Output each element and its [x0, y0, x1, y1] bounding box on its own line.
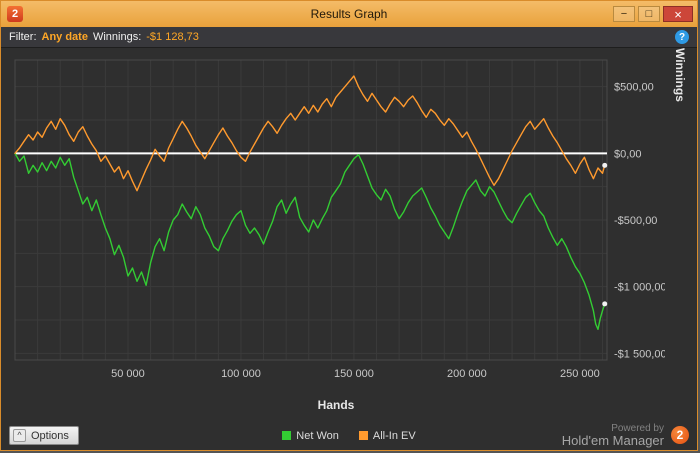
x-axis-label: Hands — [317, 398, 355, 412]
svg-text:-$500,00: -$500,00 — [614, 215, 657, 227]
svg-text:-$1 000,00: -$1 000,00 — [614, 282, 665, 294]
svg-text:-$1 500,00: -$1 500,00 — [614, 348, 665, 360]
options-label: Options — [31, 429, 69, 442]
svg-text:250 000: 250 000 — [560, 368, 600, 380]
bottom-bar: ^ Options Net Won All-In EV Powered by H… — [1, 419, 697, 450]
close-button[interactable]: × — [663, 6, 693, 22]
minimize-button[interactable]: − — [613, 6, 635, 22]
y-axis-label: Winnings — [673, 48, 687, 102]
net-won-label: Net Won — [296, 429, 339, 442]
net-won-swatch-icon — [282, 431, 292, 440]
window-controls: − □ × — [613, 6, 697, 22]
svg-text:$500,00: $500,00 — [614, 82, 654, 94]
options-button[interactable]: ^ Options — [9, 426, 79, 445]
titlebar: 2 Results Graph − □ × — [1, 1, 697, 27]
collapse-caret-icon: ^ — [13, 429, 26, 442]
winnings-label: Winnings: — [92, 31, 142, 43]
legend-item-all-in-ev: All-In EV — [358, 429, 416, 442]
filter-bar: Filter: Any date Winnings: -$1 128,73 ? — [1, 27, 697, 48]
all-in-ev-swatch-icon — [358, 431, 368, 440]
holdem-manager-logo-icon: 2 — [671, 426, 689, 445]
hm2-app-icon: 2 — [7, 6, 23, 22]
svg-text:50 000: 50 000 — [111, 368, 145, 380]
results-chart: 50 000 100 000 150 000 200 000 250 000 $500,0… — [14, 59, 665, 380]
filter-date-value[interactable]: Any date — [41, 31, 88, 43]
filter-label: Filter: — [9, 31, 37, 43]
powered-by-text: Powered by — [611, 422, 664, 434]
chart-area: 50 000 100 000 150 000 200 000 250 000 $500,0… — [1, 48, 697, 419]
all-in-ev-label: All-In EV — [372, 429, 416, 442]
help-icon[interactable]: ? — [675, 30, 689, 44]
svg-text:200 000: 200 000 — [447, 368, 487, 380]
svg-text:150 000: 150 000 — [334, 368, 374, 380]
svg-text:$0,00: $0,00 — [614, 148, 642, 160]
legend-item-net-won: Net Won — [282, 430, 339, 442]
holdem-manager-text: Hold'em Manager — [561, 432, 664, 448]
svg-text:100 000: 100 000 — [221, 368, 261, 380]
window-title: Results Graph — [310, 7, 388, 21]
powered-by: Powered by Hold'em Manager 2 — [562, 423, 689, 448]
maximize-button[interactable]: □ — [638, 6, 660, 22]
winnings-value: -$1 128,73 — [146, 31, 199, 43]
